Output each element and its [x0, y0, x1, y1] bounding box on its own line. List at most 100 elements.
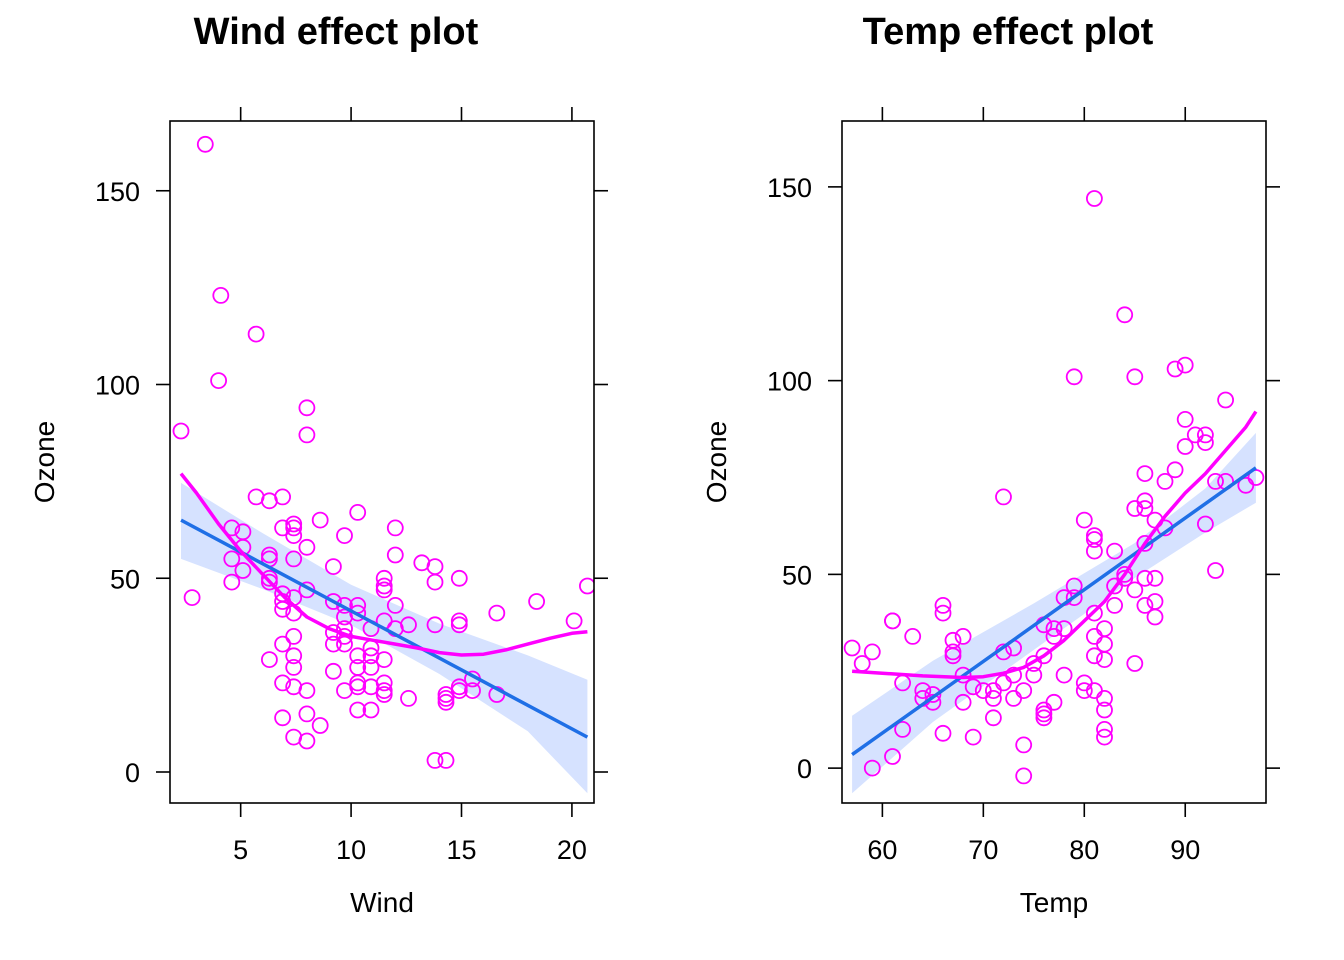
- data-point: [426, 558, 444, 575]
- data-point: [223, 550, 241, 568]
- data-point: [298, 732, 316, 750]
- data-point: [1136, 465, 1154, 483]
- data-point: [488, 604, 506, 622]
- data-point: [311, 717, 329, 734]
- data-point: [1005, 690, 1022, 707]
- data-point: [1075, 682, 1093, 699]
- data-point: [1156, 472, 1174, 490]
- data-point: [450, 682, 468, 699]
- data-point: [843, 639, 861, 657]
- data-point: [274, 600, 292, 618]
- data-point: [1136, 597, 1154, 614]
- data-point: [274, 488, 292, 506]
- data-point: [1176, 410, 1194, 428]
- data-point: [298, 399, 316, 417]
- data-point: [274, 674, 292, 692]
- x-axis-label: Wind: [350, 887, 414, 918]
- data-point: [285, 519, 303, 537]
- data-point: [1247, 469, 1265, 486]
- data-point: [362, 659, 380, 676]
- data-point: [324, 662, 342, 680]
- data-point: [1217, 391, 1234, 409]
- data-point: [894, 721, 911, 738]
- y-axis-label: Ozone: [29, 421, 60, 504]
- data-point: [247, 325, 265, 343]
- data-point: [528, 593, 545, 610]
- smoother-line: [179, 472, 588, 657]
- data-point: [450, 616, 468, 634]
- data-point: [324, 593, 342, 610]
- data-point: [1015, 767, 1033, 785]
- y-tick-label: 0: [125, 758, 140, 788]
- data-point: [285, 527, 303, 544]
- y-axis-label: Ozone: [701, 421, 732, 504]
- data-point: [1015, 682, 1033, 699]
- data-point: [1207, 472, 1224, 490]
- data-point: [995, 674, 1012, 692]
- data-point: [944, 643, 962, 661]
- data-point: [375, 569, 393, 587]
- data-point: [285, 628, 303, 645]
- data-point: [1176, 438, 1194, 455]
- data-point: [336, 635, 353, 653]
- data-point: [386, 546, 404, 564]
- data-point: [1146, 608, 1164, 626]
- data-point: [1096, 635, 1113, 653]
- data-point: [934, 604, 952, 622]
- data-point: [1197, 426, 1214, 444]
- y-tick-label: 150: [95, 177, 140, 207]
- data-point: [324, 558, 342, 575]
- data-point: [1035, 647, 1053, 665]
- x-tick-label: 80: [1069, 835, 1099, 865]
- y-tick-label: 0: [797, 754, 812, 784]
- data-point: [336, 597, 353, 614]
- data-point: [285, 647, 303, 665]
- data-point: [183, 589, 201, 606]
- data-point: [914, 682, 932, 699]
- plot-area: 5 10 15 20 0 50 100 150: [95, 107, 608, 865]
- data-point: [1086, 542, 1103, 560]
- data-point: [375, 674, 393, 692]
- data-point: [985, 709, 1002, 727]
- data-point: [934, 597, 952, 614]
- data-point: [964, 728, 982, 746]
- data-point: [1116, 569, 1134, 587]
- data-point: [375, 651, 393, 668]
- data-point: [863, 643, 881, 661]
- data-point: [260, 546, 278, 564]
- data-point: [349, 647, 367, 665]
- data-point: [274, 709, 292, 727]
- y-tick-label: 100: [767, 367, 812, 397]
- data-point: [1106, 542, 1123, 560]
- data-point: [1065, 589, 1083, 606]
- data-point: [1126, 655, 1144, 672]
- data-point: [1106, 597, 1123, 614]
- data-point: [1055, 666, 1073, 684]
- data-point: [1086, 682, 1103, 699]
- data-point: [964, 678, 982, 696]
- data-point: [437, 690, 455, 707]
- x-tick-label: 15: [446, 835, 476, 865]
- data-point: [1197, 515, 1214, 533]
- x-tick-label: 20: [557, 835, 587, 865]
- data-point: [464, 682, 481, 699]
- data-point: [375, 686, 393, 703]
- data-point: [1086, 604, 1103, 622]
- data-point: [944, 647, 962, 665]
- data-point: [1045, 693, 1063, 711]
- data-point: [349, 678, 367, 696]
- data-point: [426, 616, 444, 634]
- data-point: [1126, 581, 1144, 599]
- data-point: [298, 538, 316, 556]
- data-point: [426, 752, 444, 769]
- data-point: [349, 604, 367, 622]
- data-point: [904, 628, 922, 645]
- confidence-band: [181, 482, 588, 794]
- data-point: [400, 690, 417, 707]
- plot-frame: [169, 120, 595, 804]
- data-point: [1146, 593, 1164, 610]
- x-axis-label: Temp: [1020, 887, 1088, 918]
- data-point: [234, 562, 252, 579]
